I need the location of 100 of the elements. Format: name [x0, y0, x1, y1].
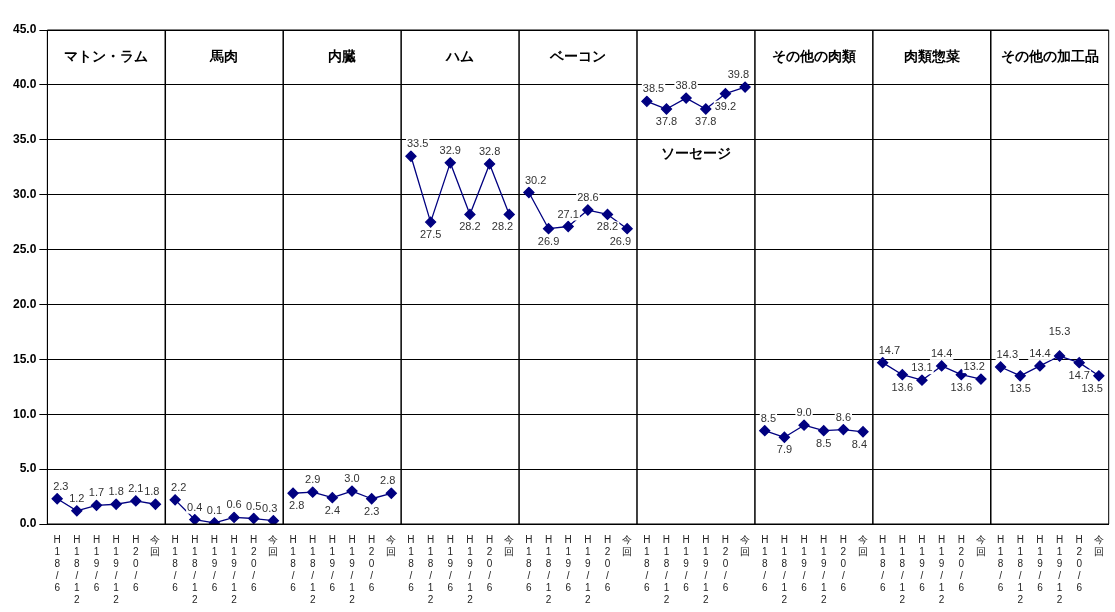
- point: [719, 88, 732, 100]
- x-tick-label: H19/6: [328, 533, 336, 593]
- point: [523, 186, 535, 199]
- x-tick-label: H20/6: [721, 533, 730, 593]
- y-tick-label: 40.0: [13, 77, 37, 92]
- point: [51, 493, 63, 505]
- point: [503, 208, 515, 221]
- x-tick-label: H20/6: [839, 533, 847, 593]
- x-tick-label: H19/6: [1036, 533, 1044, 593]
- data-label: 8.5: [760, 411, 777, 424]
- point: [405, 150, 417, 162]
- point: [818, 425, 830, 437]
- point: [130, 495, 142, 507]
- data-label: 13.5: [1009, 381, 1031, 394]
- x-tick-label: H18/12: [73, 533, 81, 605]
- data-label: 2.4: [324, 503, 340, 516]
- y-tick-label: 30.0: [13, 186, 37, 201]
- x-tick-label: H19/6: [682, 533, 690, 593]
- data-label: 0.6: [226, 498, 242, 511]
- x-tick-label: H18/6: [407, 533, 415, 593]
- data-label: 28.2: [459, 220, 481, 233]
- x-tick-label: H19/6: [210, 533, 219, 593]
- data-label: 14.7: [1068, 368, 1090, 381]
- data-label: 39.8: [727, 68, 750, 81]
- x-tick-label: H19/12: [584, 533, 592, 605]
- x-tick-label: H18/12: [780, 533, 789, 605]
- point: [660, 103, 673, 115]
- annotation: その他の肉類: [771, 48, 856, 65]
- data-label: 14.4: [930, 346, 953, 359]
- data-label: 1.7: [88, 486, 105, 499]
- data-label: 38.5: [642, 82, 665, 95]
- data-label: 37.8: [695, 115, 717, 128]
- point: [464, 208, 476, 221]
- x-tick-label: H20/6: [957, 533, 965, 593]
- point: [307, 486, 319, 498]
- data-label: 39.2: [714, 99, 737, 112]
- point: [582, 204, 594, 216]
- data-label: 15.3: [1048, 325, 1071, 338]
- annotation: ハム: [445, 48, 475, 65]
- data-label: 38.8: [675, 79, 697, 92]
- x-tick-label: H18/12: [1016, 533, 1024, 605]
- x-tick-label: H20/6: [250, 533, 258, 593]
- x-tick-label: H18/12: [898, 533, 906, 605]
- y-tick-label: 45.0: [13, 22, 37, 37]
- point: [483, 158, 496, 170]
- point: [189, 513, 201, 524]
- data-label: 13.2: [963, 360, 985, 373]
- x-tick-label: H19/12: [938, 533, 946, 605]
- point: [366, 493, 378, 505]
- x-tick-label: H19/12: [348, 533, 356, 605]
- data-label: 2.8: [380, 474, 396, 487]
- data-label: 14.4: [1029, 346, 1051, 359]
- point: [542, 223, 555, 235]
- x-tick-label: 今回: [740, 533, 751, 557]
- point: [955, 369, 967, 381]
- data-label: 0.4: [187, 500, 203, 513]
- x-tick-label: H18/6: [289, 533, 297, 593]
- x-tick-label: H19/12: [466, 533, 474, 605]
- data-label: 13.6: [950, 380, 972, 393]
- data-label: 3.0: [344, 472, 360, 485]
- x-tick-label: H19/6: [92, 533, 101, 593]
- point: [1093, 370, 1105, 382]
- data-label: 13.6: [891, 380, 914, 393]
- point: [1053, 350, 1066, 362]
- x-tick-label: H18/12: [427, 533, 435, 605]
- data-label: 8.4: [851, 437, 868, 450]
- point: [621, 223, 633, 235]
- x-tick-label: H20/6: [603, 533, 612, 593]
- point: [169, 494, 181, 506]
- x-tick-label: H18/6: [996, 533, 1005, 593]
- x-tick-label: H19/6: [918, 533, 926, 593]
- x-tick-label: H18/12: [544, 533, 553, 605]
- x-tick-label: 今回: [622, 533, 633, 557]
- point: [857, 426, 869, 438]
- x-tick-label: H19/12: [702, 533, 710, 605]
- data-label: 0.3: [262, 501, 278, 514]
- data-label: 13.5: [1081, 381, 1103, 394]
- point: [916, 374, 928, 386]
- point: [424, 216, 437, 228]
- x-tick-label: H19/6: [800, 533, 808, 593]
- annotation: 内臓: [328, 48, 357, 65]
- data-label: 27.1: [557, 207, 579, 220]
- data-label: 2.8: [289, 499, 305, 512]
- x-tick-label: H20/6: [368, 533, 376, 593]
- y-tick-label: 25.0: [13, 241, 37, 256]
- x-tick-label: H18/6: [643, 533, 651, 593]
- point: [994, 361, 1007, 373]
- x-tick-label: H18/6: [525, 533, 533, 593]
- data-label: 1.8: [108, 485, 124, 498]
- point: [385, 487, 397, 499]
- data-label: 2.1: [128, 481, 144, 494]
- y-tick-label: 10.0: [13, 406, 37, 421]
- point: [700, 103, 712, 115]
- data-label: 32.9: [439, 143, 461, 156]
- point: [975, 373, 987, 385]
- point: [877, 356, 889, 369]
- data-label: 8.6: [835, 410, 852, 423]
- x-tick-label: 今回: [150, 533, 161, 557]
- data-label: 28.6: [577, 191, 599, 204]
- x-tick-label: H18/6: [761, 533, 769, 593]
